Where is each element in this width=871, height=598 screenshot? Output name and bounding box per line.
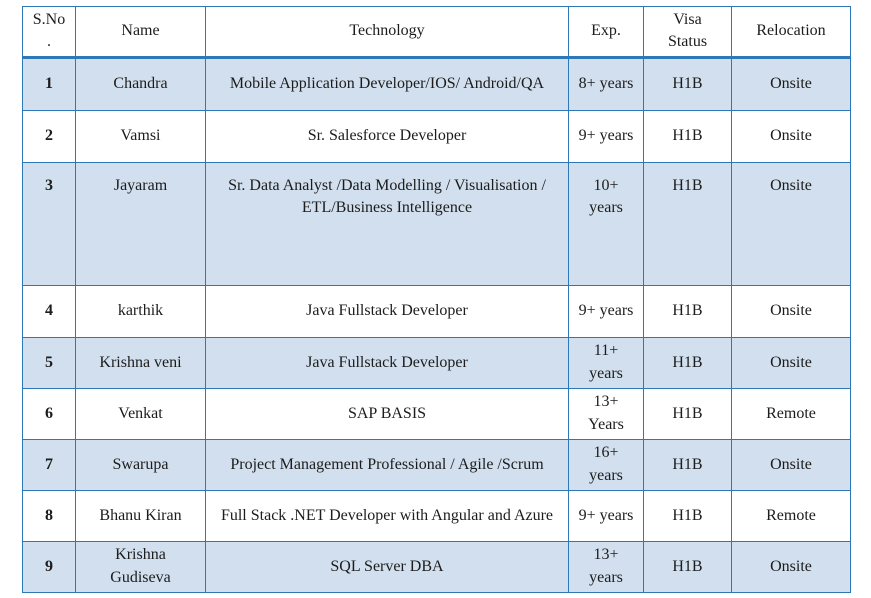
cell-visa-status: H1B [643,161,732,286]
table-row: 7 Swarupa Project Management Professional … [22,438,851,491]
cell-relocation: Onsite [731,56,851,111]
cell-name: Bhanu Kiran [75,489,206,542]
table-row: 6 Venkat SAP BASIS 13+ Years H1B Remote [22,387,851,440]
cell-technology: Project Management Professional / Agile … [205,438,569,491]
cell-technology: SAP BASIS [205,387,569,440]
cell-sno: 7 [22,438,76,491]
cell-technology: Full Stack .NET Developer with Angular a… [205,489,569,542]
cell-sno: 6 [22,387,76,440]
cell-visa-status: H1B [643,284,732,338]
cell-sno: 3 [22,161,76,286]
cell-relocation: Onsite [731,284,851,338]
cell-technology: Java Fullstack Developer [205,284,569,338]
cell-sno: 2 [22,109,76,163]
cell-exp: 9+ years [568,284,644,338]
cell-name: Swarupa [75,438,206,491]
column-header-relocation: Relocation [731,6,851,59]
cell-technology: SQL Server DBA [205,540,569,593]
table-row: 8 Bhanu Kiran Full Stack .NET Developer wi… [22,489,851,542]
cell-exp: 16+ years [568,438,644,491]
header-row: S.No. Name Technology Exp. Visa Status Reloca… [22,6,851,59]
cell-sno: 8 [22,489,76,542]
cell-name: Vamsi [75,109,206,163]
cell-technology: Mobile Application Developer/IOS/ Androi… [205,56,569,111]
column-header-exp: Exp. [568,6,644,59]
cell-exp: 11+ years [568,336,644,389]
cell-visa-status: H1B [643,109,732,163]
cell-relocation: Remote [731,489,851,542]
cell-exp: 13+ years [568,540,644,593]
cell-exp: 13+ Years [568,387,644,440]
cell-visa-status: H1B [643,438,732,491]
cell-name: karthik [75,284,206,338]
table-row: 4 karthik Java Fullstack Developer 9+ years… [22,284,851,338]
table-header: S.No. Name Technology Exp. Visa Status Reloca… [22,6,851,59]
cell-relocation: Onsite [731,540,851,593]
cell-name: Jayaram [75,161,206,286]
cell-exp: 9+ years [568,489,644,542]
cell-name: Krishna Gudiseva [75,540,206,593]
table-row: 9 Krishna Gudiseva SQL Server DBA 13+ years… [22,540,851,593]
cell-relocation: Remote [731,387,851,440]
cell-relocation: Onsite [731,438,851,491]
column-header-sno: S.No. [22,6,76,59]
column-header-technology: Technology [205,6,569,59]
cell-exp: 9+ years [568,109,644,163]
cell-name: Krishna veni [75,336,206,389]
cell-sno: 5 [22,336,76,389]
cell-name: Venkat [75,387,206,440]
cell-sno: 4 [22,284,76,338]
column-header-visa-status: Visa Status [643,6,732,59]
cell-relocation: Onsite [731,109,851,163]
table-row: 5 Krishna veni Java Fullstack Developer 11+… [22,336,851,389]
table-row: 1 Chandra Mobile Application Developer/IOS… [22,56,851,111]
cell-visa-status: H1B [643,540,732,593]
cell-technology: Java Fullstack Developer [205,336,569,389]
cell-sno: 1 [22,56,76,111]
cell-technology: Sr. Salesforce Developer [205,109,569,163]
cell-name: Chandra [75,56,206,111]
cell-sno: 9 [22,540,76,593]
table-row: 2 Vamsi Sr. Salesforce Developer 9+ years H1… [22,109,851,163]
cell-relocation: Onsite [731,336,851,389]
cell-exp: 10+ years [568,161,644,286]
cell-technology: Sr. Data Analyst /Data Modelling / Visua… [205,161,569,286]
cell-visa-status: H1B [643,489,732,542]
cell-visa-status: H1B [643,387,732,440]
cell-visa-status: H1B [643,56,732,111]
table-row: 3 Jayaram Sr. Data Analyst /Data Modelling… [22,161,851,286]
cell-relocation: Onsite [731,161,851,286]
column-header-name: Name [75,6,206,59]
table-body: 1 Chandra Mobile Application Developer/IOS… [22,56,851,593]
cell-exp: 8+ years [568,56,644,111]
consultant-roster-table: S.No. Name Technology Exp. Visa Status Reloca… [22,6,851,593]
cell-visa-status: H1B [643,336,732,389]
